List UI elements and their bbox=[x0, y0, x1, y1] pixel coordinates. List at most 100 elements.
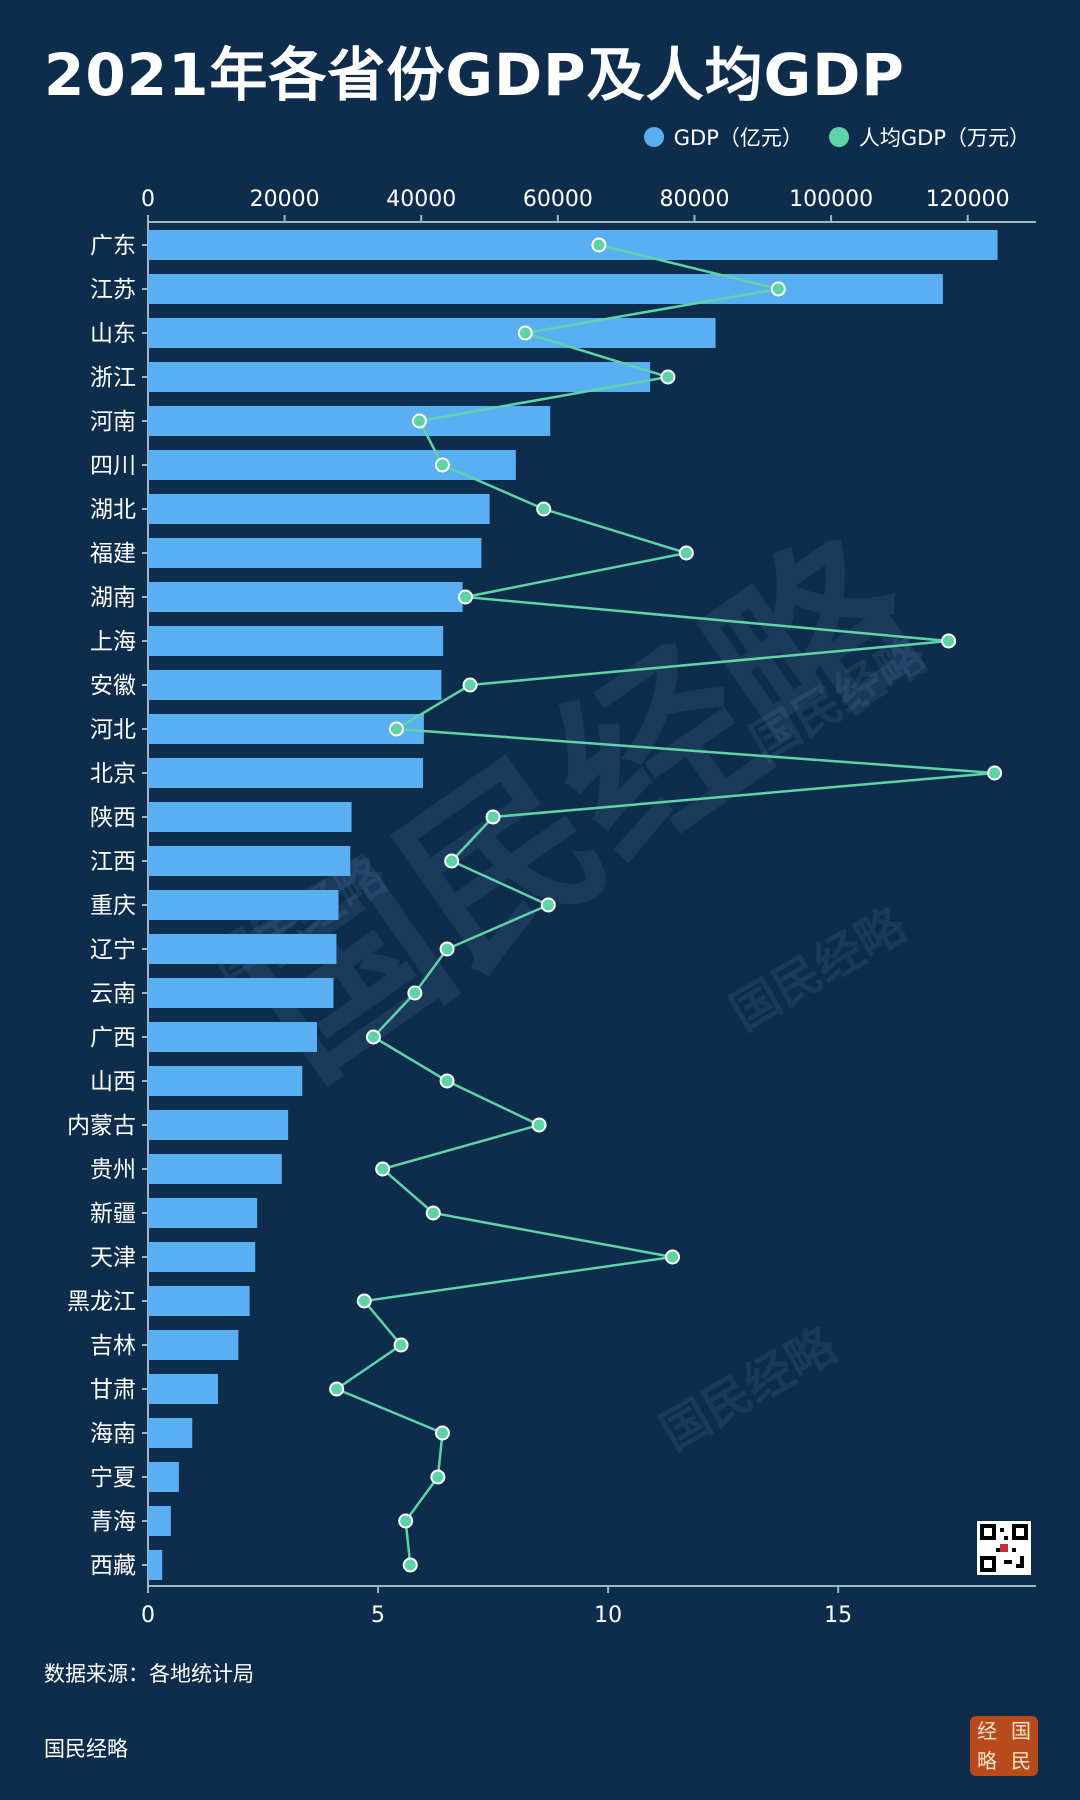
per-capita-point bbox=[439, 941, 455, 957]
category-label: 新疆 bbox=[90, 1201, 136, 1227]
gdp-bar bbox=[148, 758, 424, 788]
category-label: 贵州 bbox=[90, 1157, 136, 1183]
per-capita-point bbox=[457, 589, 473, 605]
gdp-bar bbox=[148, 1418, 193, 1448]
category-label: 浙江 bbox=[90, 365, 136, 391]
top-axis-tick-label: 80000 bbox=[659, 187, 729, 212]
legend-per-capita-swatch bbox=[828, 127, 849, 147]
legend-item-per-capita: 人均GDP（万元） bbox=[828, 122, 1030, 152]
seal-char-3: 略 bbox=[977, 1749, 997, 1773]
per-capita-point bbox=[462, 677, 478, 693]
top-axis-tick-label: 0 bbox=[141, 187, 155, 212]
per-capita-point bbox=[678, 545, 694, 561]
per-capita-point bbox=[987, 765, 1003, 781]
per-capita-point bbox=[444, 853, 460, 869]
legend-item-gdp: GDP（亿元） bbox=[643, 122, 803, 152]
gdp-bar bbox=[148, 1330, 239, 1360]
top-axis-tick-label: 20000 bbox=[250, 187, 320, 212]
per-capita-point bbox=[536, 501, 552, 517]
gdp-bar bbox=[148, 582, 463, 612]
category-label: 河北 bbox=[90, 717, 136, 743]
category-label: 内蒙古 bbox=[67, 1113, 136, 1139]
gdp-bar bbox=[148, 1066, 303, 1096]
per-capita-point bbox=[388, 721, 404, 737]
category-label: 黑龙江 bbox=[67, 1289, 136, 1315]
per-capita-point bbox=[941, 633, 957, 649]
per-capita-point bbox=[485, 809, 501, 825]
category-label: 安徽 bbox=[90, 673, 136, 699]
per-capita-point bbox=[770, 281, 786, 297]
gdp-bar bbox=[148, 890, 339, 920]
per-capita-point bbox=[665, 1249, 681, 1265]
gdp-bar bbox=[148, 1374, 218, 1404]
category-label: 江西 bbox=[90, 849, 136, 875]
gdp-bar bbox=[148, 1286, 250, 1316]
gdp-bar bbox=[148, 274, 943, 304]
gdp-bar bbox=[148, 846, 351, 876]
gdp-bar bbox=[148, 1550, 163, 1580]
bottom-axis-tick-label: 10 bbox=[594, 1603, 622, 1628]
gdp-bar bbox=[148, 230, 998, 260]
category-label: 西藏 bbox=[90, 1553, 136, 1579]
category-label: 四川 bbox=[90, 453, 136, 479]
category-label: 甘肃 bbox=[90, 1377, 136, 1403]
gdp-bar bbox=[148, 406, 551, 436]
gdp-bar bbox=[148, 362, 651, 392]
per-capita-point bbox=[365, 1029, 381, 1045]
category-label: 辽宁 bbox=[90, 937, 136, 963]
top-axis-tick-label: 60000 bbox=[523, 187, 593, 212]
per-capita-point bbox=[434, 1425, 450, 1441]
per-capita-point bbox=[329, 1381, 345, 1397]
gdp-bar bbox=[148, 1022, 318, 1052]
bottom-axis-tick-label: 0 bbox=[141, 1603, 155, 1628]
seal-char-4: 民 bbox=[1011, 1749, 1031, 1773]
category-label: 吉林 bbox=[90, 1333, 136, 1359]
per-capita-line bbox=[334, 243, 995, 1566]
per-capita-point bbox=[439, 1073, 455, 1089]
seal-char-2: 国 bbox=[1011, 1719, 1031, 1743]
gdp-bar bbox=[148, 626, 444, 656]
category-label: 山西 bbox=[90, 1069, 136, 1095]
category-label: 北京 bbox=[90, 761, 136, 787]
per-capita-point bbox=[517, 325, 533, 341]
category-label: 重庆 bbox=[90, 893, 136, 919]
bottom-axis-tick-label: 5 bbox=[371, 1603, 385, 1628]
gdp-bar bbox=[148, 1506, 171, 1536]
footer-brand: 国民经略 bbox=[44, 1737, 128, 1761]
gdp-bar bbox=[148, 1198, 258, 1228]
brand-seal: 经 国 略 民 bbox=[970, 1716, 1038, 1776]
gdp-bar bbox=[148, 450, 516, 480]
gdp-bar bbox=[148, 1110, 289, 1140]
data-source: 数据来源：各地统计局 bbox=[44, 1662, 254, 1686]
category-label: 宁夏 bbox=[90, 1465, 136, 1491]
per-capita-point bbox=[356, 1293, 372, 1309]
per-capita-point bbox=[375, 1161, 391, 1177]
category-label: 山东 bbox=[90, 321, 136, 347]
per-capita-point bbox=[591, 237, 607, 253]
legend-gdp-label: GDP（亿元） bbox=[673, 126, 803, 150]
per-capita-point bbox=[407, 985, 423, 1001]
per-capita-point bbox=[411, 413, 427, 429]
per-capita-point bbox=[398, 1513, 414, 1529]
category-label: 江苏 bbox=[90, 277, 136, 303]
seal-char-1: 经 bbox=[977, 1719, 997, 1743]
category-label: 云南 bbox=[90, 981, 136, 1007]
gdp-bar bbox=[148, 1462, 179, 1492]
chart-title: 2021年各省份GDP及人均GDP bbox=[44, 41, 905, 109]
category-label: 陕西 bbox=[90, 805, 136, 831]
legend: GDP（亿元） 人均GDP（万元） bbox=[643, 122, 1030, 152]
category-label: 湖北 bbox=[90, 497, 136, 523]
gdp-bar bbox=[148, 1242, 256, 1272]
bottom-axis-tick-label: 15 bbox=[824, 1603, 852, 1628]
category-label: 广西 bbox=[90, 1025, 136, 1051]
category-label: 上海 bbox=[90, 629, 136, 655]
top-axis-tick-label: 40000 bbox=[386, 187, 456, 212]
per-capita-point bbox=[434, 457, 450, 473]
per-capita-point bbox=[660, 369, 676, 385]
category-label: 海南 bbox=[90, 1421, 136, 1447]
per-capita-point bbox=[402, 1557, 418, 1573]
gdp-bar bbox=[148, 318, 716, 348]
category-label: 广东 bbox=[90, 233, 136, 259]
gdp-bar bbox=[148, 1154, 282, 1184]
